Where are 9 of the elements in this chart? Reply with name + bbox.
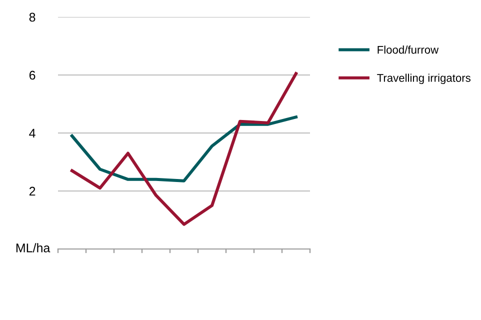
y-tick-label: 8 [29, 12, 36, 22]
legend-label: Travelling irrigators [377, 74, 470, 84]
y-tick-label: 2 [29, 186, 36, 196]
line-series [70, 72, 298, 226]
y-tick-label: 4 [29, 128, 36, 138]
legend-label: Flood/furrow [378, 46, 439, 54]
line-series [70, 116, 298, 182]
y-tick-label: 6 [29, 70, 36, 80]
y-axis-title: ML/ha [16, 243, 50, 252]
